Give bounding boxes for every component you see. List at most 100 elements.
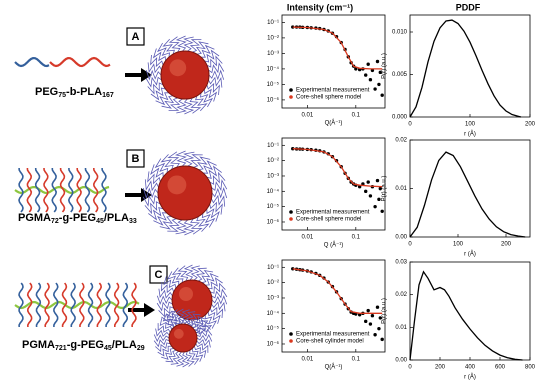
intensity-header: Intensity (cm⁻¹)	[287, 2, 353, 12]
y-tick-label: 10⁻⁴	[267, 65, 280, 72]
corona-chain	[175, 35, 187, 52]
y-tick-label: 0.01	[395, 186, 407, 192]
corona-chain	[189, 97, 202, 114]
core-highlight	[169, 59, 187, 77]
corona-chain	[201, 44, 215, 58]
brush-b-side-chain	[101, 167, 107, 213]
corona-chain	[171, 267, 184, 283]
y-tick-label: 10⁻⁵	[267, 325, 280, 332]
legend-label: Core-shell cylinder model	[296, 339, 364, 345]
micelle-core	[168, 323, 198, 353]
corona-chain	[209, 201, 223, 215]
corona-chain	[183, 264, 194, 281]
x-tick-label: 400	[465, 365, 476, 371]
x-tick-label: 100	[465, 122, 476, 128]
polymer-part: PGMA	[22, 339, 55, 351]
corona-chain	[210, 282, 226, 294]
polymer-part: -b-PLA	[66, 86, 102, 98]
corona-chain	[192, 316, 205, 328]
data-point	[368, 194, 373, 198]
corona-chain	[153, 338, 170, 348]
corona-chain	[176, 308, 185, 325]
plot-frame	[281, 14, 386, 109]
corona-chain	[183, 98, 195, 115]
x-tick-label: 0.01	[302, 357, 314, 363]
y-tick-label: 0.03	[395, 260, 407, 266]
brush-c-side-chain	[61, 282, 68, 327]
x-tick-label: 0	[408, 242, 412, 248]
subscript: 45	[104, 345, 112, 352]
brush-b-side-chain	[67, 167, 74, 213]
corona-chain	[148, 207, 164, 221]
corona-chain	[189, 39, 202, 53]
pla-chain	[49, 56, 111, 68]
corona-chain	[176, 98, 187, 114]
data-point	[366, 308, 370, 313]
y-tick-label: 10⁻¹	[267, 20, 279, 26]
corona-chain	[204, 314, 217, 329]
corona-chain	[147, 62, 162, 74]
brush-b-side-chain	[92, 167, 99, 213]
y-tick-label: 10⁻⁴	[267, 310, 280, 317]
brush-c-side-chain	[79, 282, 85, 327]
micelle-core	[157, 165, 213, 221]
x-axis-label: Q (Å⁻¹)	[324, 242, 344, 249]
corona-chain	[165, 349, 177, 363]
corona-chain	[167, 271, 180, 286]
brush-c-side-chain	[52, 282, 59, 327]
brush-c-side-chain	[26, 282, 33, 328]
corona-chain	[153, 334, 170, 343]
corona-chain	[204, 49, 220, 63]
legend-label: Core-shell sphere model	[296, 217, 361, 223]
y-axis-label: P(r) (a.u.)	[382, 176, 388, 202]
corona-chain	[209, 171, 226, 185]
x-tick-label: 0	[408, 365, 412, 371]
y-tick-label: 0.02	[395, 138, 407, 144]
subscript: 167	[102, 92, 114, 99]
data-point	[378, 186, 383, 191]
corona-chain	[166, 311, 177, 326]
corona-chain	[186, 311, 196, 326]
legend-marker	[289, 332, 293, 336]
brush-c-side-chain	[122, 282, 129, 328]
corona-chain	[144, 179, 159, 192]
legend-marker	[289, 88, 293, 92]
brush-c-backbone	[14, 300, 140, 310]
y-tick-label: 10⁻⁶	[267, 219, 280, 226]
corona-chain	[144, 201, 161, 215]
legend-label: Experimental measurement	[296, 88, 370, 94]
corona-chain	[211, 301, 226, 312]
brush-c-side-chain	[44, 282, 50, 328]
x-tick-label: 200	[435, 365, 446, 371]
data-point	[354, 67, 358, 71]
brush-b-side-chain	[84, 167, 91, 213]
brush-c-side-chain	[113, 282, 120, 327]
data-point	[291, 147, 295, 151]
data-point	[380, 93, 384, 97]
data-point	[377, 326, 381, 331]
plot-frame	[409, 261, 531, 361]
data-point	[378, 316, 383, 320]
x-tick-label: 0.1	[352, 235, 361, 241]
pddf-header: PDDF	[456, 2, 481, 12]
brush-b-side-chain	[34, 167, 41, 213]
corona-chain	[170, 350, 180, 365]
corona-chain	[211, 186, 228, 199]
x-tick-label: 100	[453, 242, 464, 248]
corona-chain	[195, 323, 211, 334]
arrow-head	[141, 68, 152, 82]
corona-chain	[158, 306, 174, 318]
legend-marker	[289, 339, 293, 343]
corona-chain	[161, 310, 176, 323]
corona-chain	[142, 187, 159, 200]
corona-chain	[208, 62, 225, 74]
polymer-part: PGMA	[18, 212, 51, 224]
corona-chain	[196, 216, 210, 232]
plot-frame	[281, 259, 386, 353]
data-line	[292, 26, 383, 70]
corona-chain	[176, 351, 185, 367]
corona-chain	[190, 154, 203, 168]
polymer-part: PEG	[35, 86, 58, 98]
corona-chain	[196, 267, 207, 282]
subscript: 721	[55, 345, 67, 352]
